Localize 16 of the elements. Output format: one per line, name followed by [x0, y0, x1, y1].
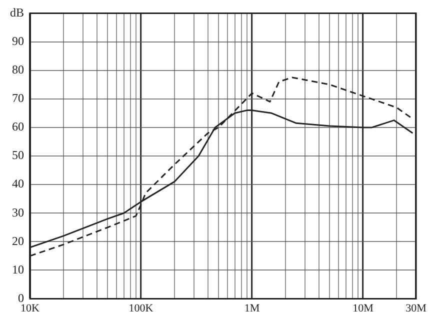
- y-tick-label: 60: [12, 120, 24, 134]
- x-tick-label: 100K: [128, 302, 154, 314]
- y-tick-label: 30: [12, 205, 24, 220]
- y-tick-label: 80: [12, 62, 24, 76]
- x-tick-label: 1M: [244, 302, 260, 314]
- y-tick-label: 90: [12, 34, 24, 48]
- x-tick-label: 30M: [406, 302, 427, 314]
- x-tick-label: 10M: [352, 302, 374, 314]
- y-tick-label: 70: [12, 91, 24, 106]
- y-tick-label: 40: [12, 176, 24, 191]
- y-tick-label: 0: [18, 290, 24, 305]
- x-tick-label: 10K: [20, 302, 40, 314]
- y-tick-label: 20: [12, 234, 24, 248]
- y-tick-label: dB: [10, 5, 24, 20]
- y-tick-label: 10: [12, 262, 24, 276]
- y-tick-label: 50: [12, 148, 24, 162]
